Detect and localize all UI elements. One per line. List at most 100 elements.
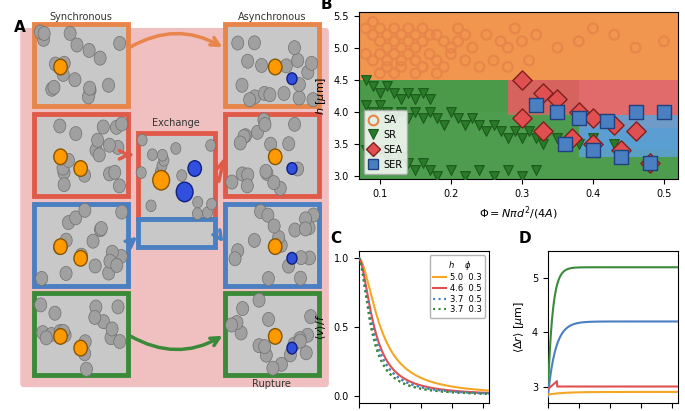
Point [630,128,641,134]
Point [588,141,599,147]
Circle shape [115,249,127,263]
Circle shape [177,170,187,181]
Circle shape [114,36,126,51]
Circle shape [302,65,314,79]
Point [410,70,421,76]
Point [417,38,428,44]
Point [432,32,443,38]
Point [382,154,393,160]
Circle shape [268,219,280,233]
Legend: 5.0  0.3, 4.6  0.5, 3.7  0.5, 3.7  0.3: 5.0 0.3, 4.6 0.5, 3.7 0.5, 3.7 0.3 [429,255,485,318]
Circle shape [93,148,105,162]
Point [424,96,435,102]
Circle shape [251,125,264,139]
Circle shape [155,166,166,178]
Point [460,57,471,64]
Circle shape [207,198,216,210]
Circle shape [176,182,193,202]
Circle shape [188,161,201,176]
Point [367,154,378,160]
Circle shape [82,90,95,104]
Circle shape [292,53,303,67]
Circle shape [255,204,266,219]
Bar [34,24,127,106]
Circle shape [299,212,312,226]
Circle shape [275,357,288,371]
Circle shape [236,302,249,316]
Point [588,147,599,154]
Bar [359,12,678,80]
Circle shape [110,120,123,134]
Point [645,160,656,166]
Circle shape [54,324,66,338]
Circle shape [106,322,118,336]
Point [531,32,542,38]
Bar [579,138,678,179]
Point [573,38,584,44]
Circle shape [259,118,271,132]
Circle shape [103,167,116,181]
Point [438,64,449,70]
Point [360,102,371,109]
Circle shape [92,133,103,147]
Point [403,25,414,32]
Point [410,32,421,38]
Circle shape [74,161,88,176]
Point [588,115,599,122]
Point [453,115,464,122]
Circle shape [307,92,319,107]
Point [382,44,393,51]
Bar [579,80,678,138]
Point [360,147,371,154]
Circle shape [79,168,90,182]
Circle shape [282,259,295,273]
Point [502,166,513,173]
Circle shape [40,331,52,345]
Point [432,57,443,64]
Circle shape [59,328,71,342]
Bar [508,80,579,112]
Circle shape [289,223,301,237]
Bar [34,114,127,196]
Point [382,57,393,64]
Point [388,115,399,122]
Circle shape [49,57,62,71]
Circle shape [58,166,70,180]
Circle shape [97,120,110,134]
Point [417,115,428,122]
Circle shape [229,252,241,266]
Circle shape [288,41,301,55]
Circle shape [249,36,260,50]
Point [645,160,656,166]
Circle shape [294,332,306,346]
Circle shape [112,300,124,314]
Circle shape [157,160,167,171]
Point [460,173,471,179]
Circle shape [288,337,300,351]
Point [531,166,542,173]
Point [388,70,399,76]
Circle shape [259,339,271,353]
Point [552,96,563,102]
Point [523,128,534,134]
Point [403,160,414,166]
Circle shape [303,251,316,265]
Circle shape [71,38,83,52]
Circle shape [256,58,268,72]
Circle shape [283,137,295,151]
Point [367,18,378,25]
Point [510,128,521,134]
Point [460,121,471,128]
Circle shape [238,129,250,143]
Circle shape [192,196,203,208]
Circle shape [231,316,243,330]
Point [588,134,599,141]
Circle shape [95,223,106,237]
Circle shape [54,239,67,254]
Circle shape [54,329,67,344]
Text: B: B [321,0,332,12]
Circle shape [137,134,147,146]
Point [410,109,421,115]
X-axis label: $\Phi = N\pi d^2/(4A)$: $\Phi = N\pi d^2/(4A)$ [479,205,558,222]
Circle shape [159,155,169,166]
